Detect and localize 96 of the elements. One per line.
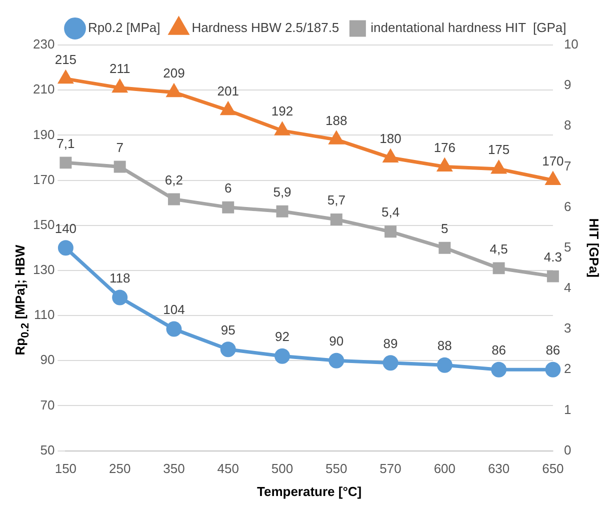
point	[275, 122, 290, 136]
data-label: 90	[329, 334, 344, 349]
y2-tick-label: 8	[564, 118, 572, 133]
data-label: 201	[217, 83, 239, 98]
y2-tick-label: 6	[564, 198, 572, 214]
x-tick-label: 350	[163, 461, 185, 476]
point	[328, 352, 344, 368]
point	[329, 132, 344, 144]
y-tick-label: 50	[40, 442, 55, 458]
data-label: 104	[163, 302, 185, 318]
x-tick-label: 630	[488, 461, 510, 476]
point	[60, 156, 72, 169]
y2-tick-label: 4	[564, 280, 572, 296]
data-label: 4.3	[544, 249, 562, 264]
point	[382, 355, 398, 371]
data-label: 192	[271, 104, 294, 119]
y2-tick-label: 2	[564, 361, 572, 376]
point	[276, 205, 288, 218]
point	[166, 321, 182, 337]
y-tick-label: 110	[34, 307, 55, 322]
data-label: 176	[434, 140, 456, 155]
x-tick-label: 570	[380, 461, 402, 476]
y2-axis-title: HIT [GPa]	[586, 218, 602, 278]
x-axis-title: Temperature [°C]	[256, 484, 362, 499]
point	[545, 362, 561, 378]
point	[491, 362, 507, 378]
data-label: 7,1	[56, 136, 75, 151]
point	[167, 84, 181, 98]
data-label: 86	[492, 342, 506, 358]
data-label: 4,5	[490, 241, 508, 256]
data-label: 86	[546, 342, 560, 358]
data-label: 5,4	[381, 204, 400, 220]
data-label: 92	[275, 329, 290, 344]
legend-label: Hardness HBW 2.5/187.5	[192, 20, 340, 36]
data-label: 6,2	[164, 172, 184, 188]
data-label: 89	[383, 336, 398, 351]
legend-label: Rp0.2 [MPa]	[88, 20, 160, 36]
data-label: 5	[441, 220, 448, 236]
point	[220, 342, 236, 358]
data-label: 7	[116, 140, 124, 155]
y2-tick-label: 9	[564, 77, 572, 92]
y-tick-label: 150	[32, 216, 55, 232]
y-tick-label: 210	[32, 82, 55, 97]
y-tick-label: 130	[32, 262, 55, 278]
data-label: 88	[437, 338, 452, 354]
data-label: 180	[380, 130, 402, 146]
y2-tick-label: 0	[564, 442, 572, 458]
point	[222, 201, 234, 214]
point	[330, 214, 342, 226]
point	[546, 270, 559, 282]
data-label: 118	[109, 270, 130, 286]
data-label: 209	[163, 65, 185, 80]
data-label: 175	[488, 142, 510, 158]
data-label: 188	[326, 112, 348, 128]
y2-tick-label: 7	[564, 158, 572, 174]
data-label: 140	[54, 220, 77, 236]
point	[438, 242, 451, 254]
x-tick-label: 250	[108, 461, 131, 476]
y2-tick-label: 10	[564, 36, 578, 52]
data-label: 215	[54, 52, 77, 67]
point	[274, 348, 290, 364]
point	[384, 150, 398, 162]
point	[438, 158, 452, 172]
x-tick-label: 550	[326, 461, 348, 476]
point	[221, 102, 236, 116]
y-tick-label: 170	[32, 172, 55, 187]
data-label: 6	[224, 180, 232, 196]
x-tick-label: 500	[271, 461, 294, 476]
y2-tick-label: 3	[564, 320, 572, 336]
data-label: 5,7	[327, 192, 346, 208]
y-tick-label: 70	[40, 397, 55, 412]
point	[58, 240, 74, 256]
legend-label: indentational hardness HIT [GPa]	[370, 20, 566, 36]
point	[58, 71, 73, 84]
point	[492, 161, 506, 174]
x-tick-label: 150	[54, 461, 77, 476]
x-tick-label: 600	[434, 461, 456, 476]
point	[168, 193, 180, 206]
y-tick-label: 230	[32, 36, 55, 52]
y2-tick-label: 5	[564, 239, 572, 254]
data-label: 95	[220, 322, 236, 338]
point	[112, 80, 127, 93]
y-tick-label: 90	[40, 352, 55, 368]
point	[112, 290, 128, 306]
data-label: 170	[542, 153, 564, 168]
data-label: 5,9	[273, 184, 292, 200]
y2-tick-label: 1	[564, 402, 572, 417]
x-tick-label: 450	[217, 461, 239, 476]
point	[436, 357, 452, 373]
y-tick-label: 190	[32, 126, 55, 142]
x-tick-label: 650	[542, 461, 564, 476]
point	[114, 160, 126, 173]
data-label: 211	[109, 60, 130, 76]
point	[384, 226, 397, 238]
point	[492, 262, 505, 274]
point	[546, 172, 560, 186]
